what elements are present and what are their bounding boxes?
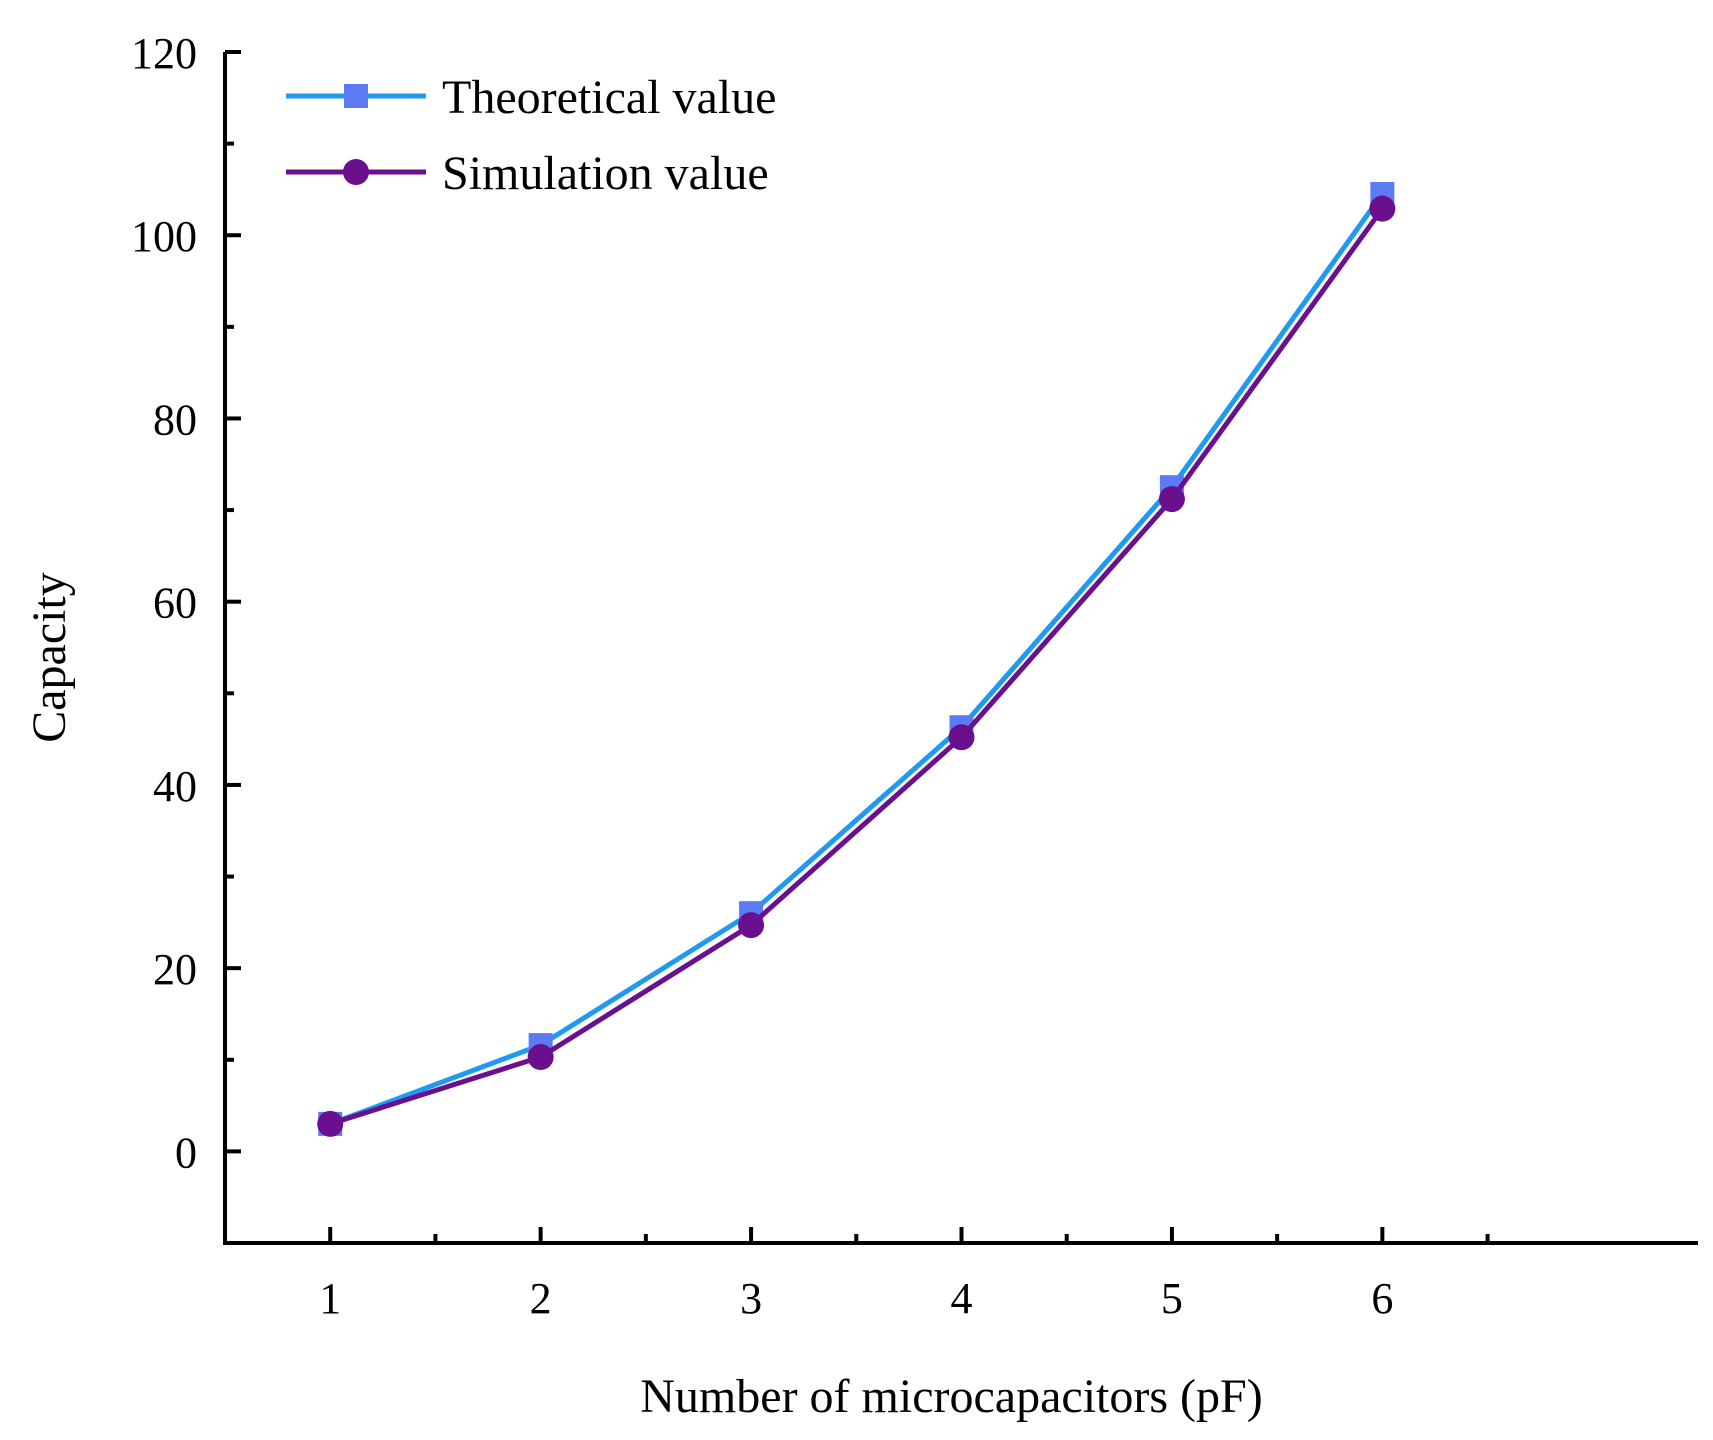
x-tick-label: 6 [1371,1274,1393,1323]
y-tick-label: 60 [153,579,197,628]
series-line [329,207,1385,1127]
y-tick-label: 20 [153,945,197,994]
x-tick-label: 5 [1161,1274,1183,1323]
series-line [329,192,1385,1127]
legend-circle-marker [343,159,369,185]
legend-square-marker [344,84,368,108]
data-point-circle [738,912,765,939]
y-tick-label: 80 [153,395,197,444]
legend-item-simulation: Simulation value [286,147,769,200]
x-tick-label: 3 [740,1274,762,1323]
legend-label-simulation: Simulation value [442,147,769,200]
x-ticks: 1 2 3 4 5 6 [319,1227,1490,1323]
y-axis: 0 20 40 60 80 100 120 [131,29,241,1245]
legend: Theoretical value Simulation value [286,71,776,200]
x-tick-label: 4 [951,1274,973,1323]
series-simulation [317,195,1396,1137]
legend-label-theoretical: Theoretical value [442,71,776,124]
y-ticks: 0 20 40 60 80 100 120 [131,29,241,1177]
x-tick-label: 1 [319,1274,341,1323]
data-point-circle [1158,486,1185,513]
y-tick-label: 100 [131,212,197,261]
series-layer [317,182,1396,1137]
y-tick-label: 0 [175,1128,197,1177]
data-point-circle [527,1044,554,1071]
data-point-circle [1369,195,1396,222]
series-theoretical [318,182,1395,1136]
x-axis-title: Number of microcapacitors (pF) [640,1370,1262,1423]
y-tick-label: 120 [131,29,197,78]
x-axis: 1 2 3 4 5 6 [223,1227,1698,1323]
legend-item-theoretical: Theoretical value [286,71,776,124]
y-axis-title: Capacity [23,572,76,743]
data-point-circle [948,724,975,751]
x-tick-label: 2 [530,1274,552,1323]
y-tick-label: 40 [153,762,197,811]
data-point-circle [317,1110,344,1137]
